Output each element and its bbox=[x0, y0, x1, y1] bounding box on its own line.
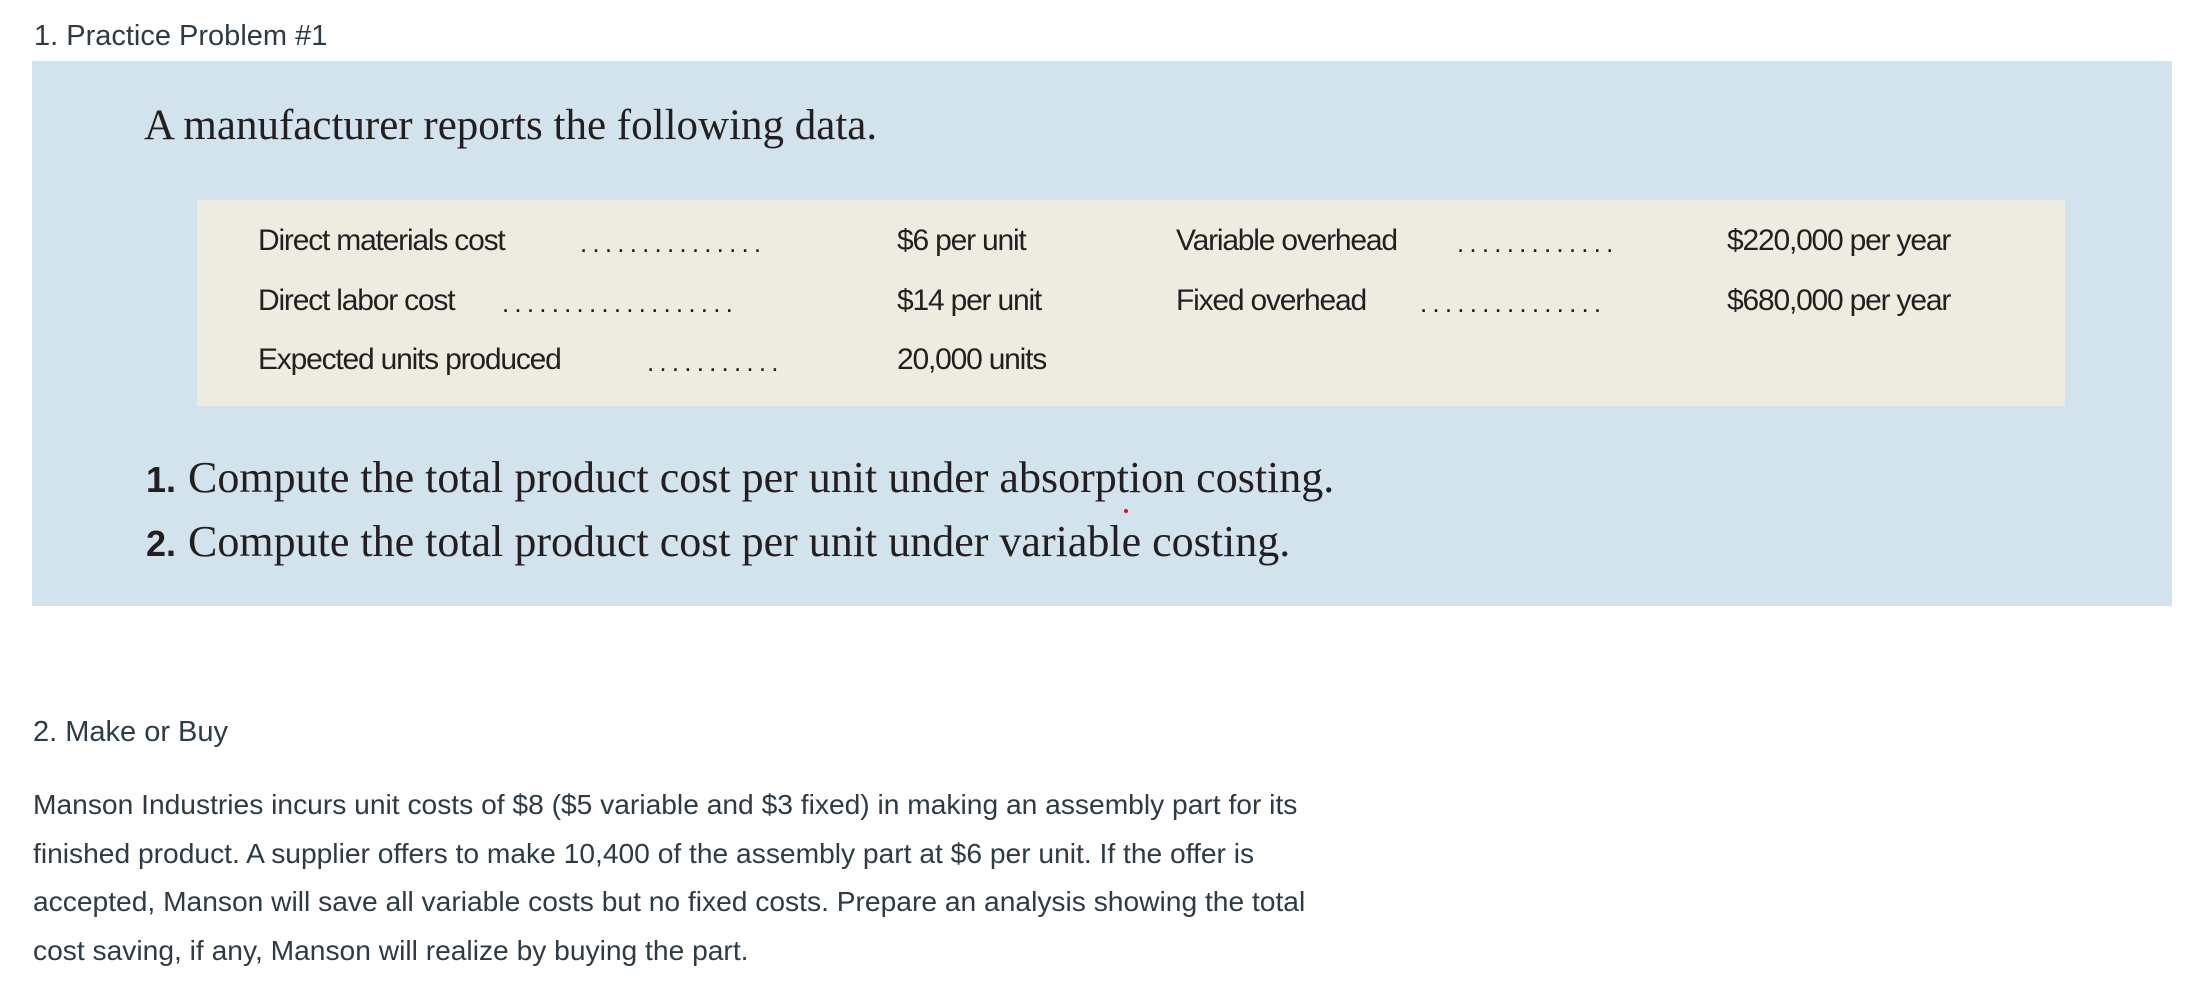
problem-2-body-line: cost saving, if any, Manson will realize… bbox=[33, 934, 749, 966]
label-expected-units: Expected units produced bbox=[258, 343, 562, 376]
problem-2-body-line: Manson Industries incurs unit costs of $… bbox=[33, 788, 1298, 820]
question-2: 2. Compute the total product cost per uni… bbox=[146, 520, 1290, 564]
value-direct-materials: $6 per unit bbox=[897, 224, 1027, 257]
question-text: Compute the total product cost per unit … bbox=[188, 517, 1291, 566]
red-marker-dot bbox=[1124, 509, 1128, 513]
problem-2-body-line: accepted, Manson will save all variable … bbox=[33, 885, 1306, 917]
dot-leader: ................... bbox=[502, 288, 739, 318]
dot-leader: ............. bbox=[1457, 228, 1619, 258]
data-table bbox=[197, 200, 2065, 406]
problem-2-body-line: finished product. A supplier offers to m… bbox=[33, 837, 1255, 869]
dot-leader: ........... bbox=[647, 347, 784, 377]
question-number: 2. bbox=[146, 523, 177, 564]
question-text: Compute the total product cost per unit … bbox=[188, 453, 1335, 502]
label-variable-overhead: Variable overhead bbox=[1176, 224, 1398, 257]
dot-leader: ............... bbox=[1420, 288, 1607, 318]
value-expected-units: 20,000 units bbox=[897, 343, 1047, 376]
label-fixed-overhead: Fixed overhead bbox=[1176, 284, 1367, 317]
question-1: 1. Compute the total product cost per uni… bbox=[146, 456, 1334, 500]
label-direct-materials: Direct materials cost bbox=[258, 224, 506, 257]
value-direct-labor: $14 per unit bbox=[897, 284, 1042, 317]
value-variable-overhead: $220,000 per year bbox=[1727, 224, 1951, 257]
value-fixed-overhead: $680,000 per year bbox=[1727, 284, 1951, 317]
question-number: 1. bbox=[146, 459, 177, 500]
dot-leader: ............... bbox=[580, 228, 767, 258]
problem-1-intro: A manufacturer reports the following dat… bbox=[144, 102, 878, 149]
label-direct-labor: Direct labor cost bbox=[258, 284, 456, 317]
problem-1-title: 1. Practice Problem #1 bbox=[34, 20, 328, 52]
problem-2-title: 2. Make or Buy bbox=[33, 716, 229, 748]
